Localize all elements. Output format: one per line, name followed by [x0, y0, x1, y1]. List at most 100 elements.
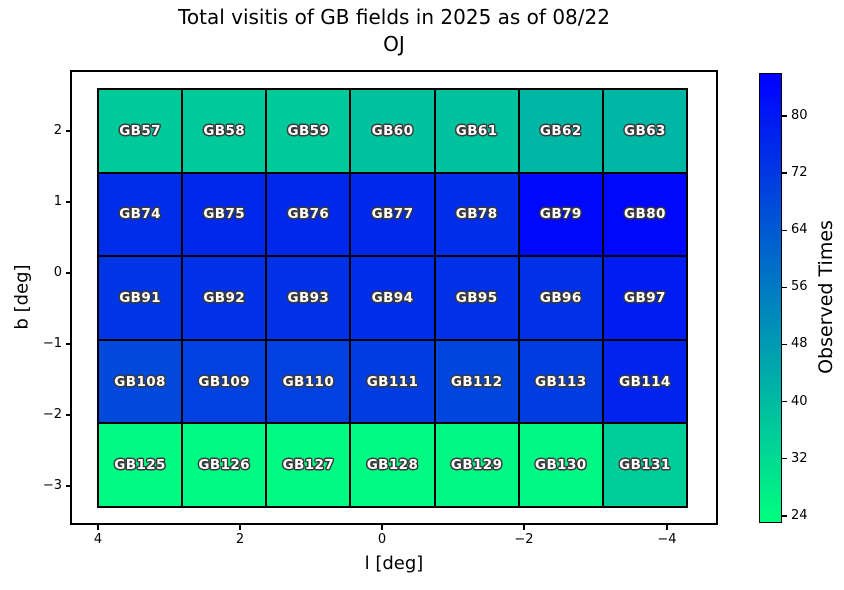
- heatmap-cell-gb92: GB92: [182, 256, 267, 340]
- heatmap-cell-gb111: GB111: [350, 339, 435, 424]
- cell-label: GB96: [539, 289, 582, 306]
- cell-label: GB59: [287, 122, 330, 139]
- heatmap-cell-gb91: GB91: [98, 256, 183, 340]
- colorbar: [759, 73, 782, 523]
- colorbar-tick-label: 64: [791, 222, 808, 238]
- heatmap-cell-gb80: GB80: [602, 172, 687, 257]
- heatmap-cell-gb79: GB79: [518, 172, 603, 257]
- colorbar-tick-label: 32: [791, 450, 808, 466]
- cell-label: GB74: [119, 206, 161, 223]
- x-tick-mark: [97, 525, 99, 530]
- heatmap-cell-gb114: GB114: [602, 339, 687, 424]
- heatmap-cell-gb75: GB75: [182, 172, 267, 257]
- cell-label: GB63: [624, 122, 666, 139]
- heatmap-cell-gb74: GB74: [98, 172, 183, 257]
- cell-label: GB79: [539, 206, 582, 223]
- colorbar-tick-label: 24: [791, 507, 808, 523]
- cell-label: GB114: [619, 373, 671, 390]
- heatmap-cell-gb59: GB59: [266, 89, 351, 173]
- cell-label: GB93: [287, 289, 330, 306]
- x-tick-label: −4: [657, 532, 677, 547]
- cell-label: GB109: [198, 373, 250, 390]
- cell-label: GB77: [371, 206, 414, 223]
- heatmap-cell-gb125: GB125: [98, 423, 183, 507]
- heatmap-cell-gb110: GB110: [266, 339, 351, 424]
- y-tick-mark: [65, 201, 70, 203]
- chart-title-line1: Total visitis of GB fields in 2025 as of…: [178, 5, 610, 29]
- cell-label: GB108: [114, 373, 166, 390]
- cell-label: GB62: [539, 122, 582, 139]
- heatmap-cell-gb77: GB77: [350, 172, 435, 257]
- heatmap-cell-gb109: GB109: [182, 339, 267, 424]
- heatmap-cell-gb112: GB112: [434, 339, 519, 424]
- cell-label: GB97: [624, 289, 666, 306]
- y-tick-label: 2: [53, 123, 62, 138]
- heatmap-cell-gb128: GB128: [350, 423, 435, 507]
- heatmap-cell-gb95: GB95: [434, 256, 519, 340]
- y-tick-label: −2: [42, 407, 62, 422]
- heatmap-cell-gb60: GB60: [350, 89, 435, 173]
- colorbar-tick-label: 48: [791, 336, 808, 352]
- colorbar-tick-mark: [782, 343, 787, 346]
- heatmap-cell-gb63: GB63: [602, 89, 687, 173]
- cell-label: GB112: [450, 373, 503, 390]
- cell-label: GB75: [203, 206, 246, 223]
- heatmap-cell-gb76: GB76: [266, 172, 351, 257]
- heatmap-cell-gb130: GB130: [518, 423, 603, 507]
- colorbar-tick-label: 40: [791, 393, 808, 409]
- colorbar-tick-mark: [782, 115, 787, 117]
- colorbar-tick-label: 80: [791, 107, 808, 123]
- y-tick-label: −1: [42, 336, 62, 351]
- colorbar-tick-mark: [782, 458, 787, 460]
- colorbar-tick-mark: [782, 286, 787, 288]
- heatmap-cell-gb61: GB61: [434, 89, 519, 173]
- heatmap-cell-gb108: GB108: [98, 339, 183, 424]
- cell-label: GB94: [371, 289, 414, 306]
- heatmap-cell-gb78: GB78: [434, 172, 519, 257]
- heatmap-cell-gb93: GB93: [266, 256, 351, 340]
- cell-label: GB58: [203, 122, 246, 139]
- y-tick-mark: [65, 414, 70, 416]
- cell-label: GB61: [455, 122, 498, 139]
- x-tick-mark: [523, 525, 525, 530]
- cell-label: GB76: [287, 206, 330, 223]
- cell-label: GB95: [455, 289, 498, 306]
- cell-label: GB130: [534, 457, 587, 474]
- x-tick-label: 0: [377, 532, 387, 547]
- heatmap-cell-gb131: GB131: [602, 423, 687, 507]
- y-tick-label: 0: [53, 265, 62, 280]
- y-tick-mark: [65, 130, 70, 132]
- heatmap-cell-gb127: GB127: [266, 423, 351, 507]
- x-tick-label: 4: [93, 532, 103, 547]
- x-axis-label: l [deg]: [364, 553, 424, 574]
- cell-label: GB110: [282, 373, 335, 390]
- cell-label: GB111: [366, 373, 419, 390]
- cell-label: GB113: [534, 373, 587, 390]
- y-tick-mark: [65, 343, 70, 345]
- heatmap-cell-gb62: GB62: [518, 89, 603, 173]
- y-tick-mark: [65, 485, 70, 487]
- colorbar-tick-mark: [782, 229, 787, 231]
- colorbar-tick-mark: [782, 172, 787, 174]
- x-tick-label: 2: [235, 532, 245, 547]
- x-tick-mark: [381, 525, 383, 530]
- x-tick-mark: [666, 525, 668, 530]
- heatmap-cell-gb94: GB94: [350, 256, 435, 340]
- y-tick-mark: [65, 272, 70, 274]
- chart-title: Total visitis of GB fields in 2025 as of…: [70, 4, 718, 58]
- x-tick-mark: [239, 525, 241, 530]
- colorbar-tick-label: 56: [791, 279, 808, 295]
- cell-label: GB128: [366, 457, 419, 474]
- heatmap-grid: GB57 GB58 GB59 GB60 GB61 GB62 GB63 GB74 GB75 GB76…: [97, 88, 688, 508]
- cell-label: GB131: [619, 457, 671, 474]
- chart-title-line2: OJ: [383, 32, 405, 56]
- cell-label: GB127: [282, 457, 335, 474]
- heatmap-cell-gb58: GB58: [182, 89, 267, 173]
- heatmap-cell-gb57: GB57: [98, 89, 183, 173]
- x-tick-label: −2: [514, 532, 534, 547]
- cell-label: GB80: [624, 206, 666, 223]
- colorbar-label: Observed Times: [815, 220, 837, 374]
- cell-label: GB60: [371, 122, 414, 139]
- y-axis-label: b [deg]: [11, 264, 33, 330]
